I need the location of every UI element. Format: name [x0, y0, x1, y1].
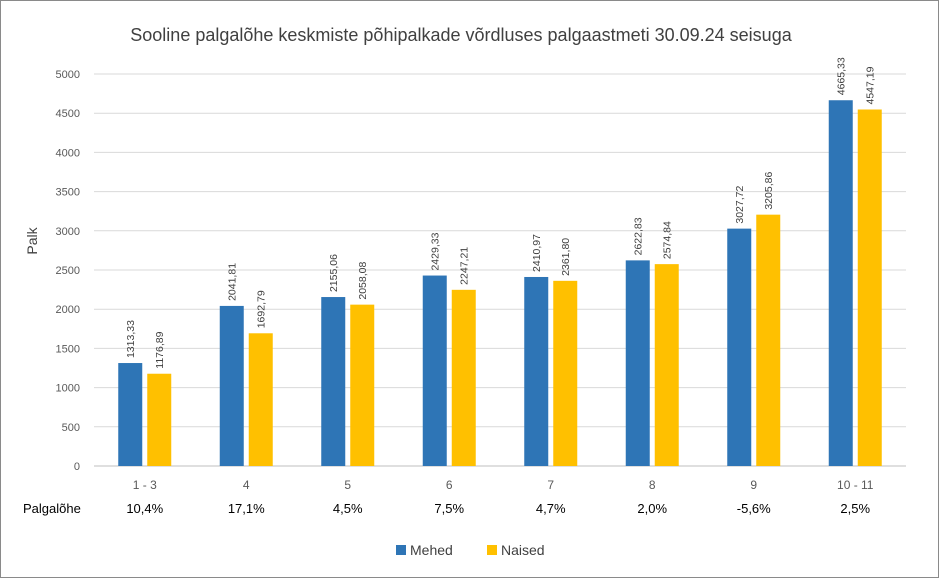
bar-mehed — [219, 305, 244, 466]
bar-value-label: 2058,08 — [357, 262, 369, 300]
bar-value-labels: 1313,33 1176,89 2041,81 1692,79 2155,06 2058,… — [125, 57, 877, 369]
bar-mehed — [118, 363, 143, 466]
gap-value: 10,4% — [126, 501, 163, 516]
x-tick-label: 6 — [446, 478, 453, 492]
x-tick-label: 4 — [243, 478, 250, 492]
bar-value-label: 2041,81 — [227, 263, 239, 301]
bar-naised — [756, 214, 781, 466]
y-tick-label: 500 — [62, 422, 80, 434]
x-tick-label: 8 — [649, 478, 656, 492]
legend-label-mehed: Mehed — [410, 542, 453, 558]
y-tick-label: 4000 — [56, 147, 80, 159]
gap-value: 4,7% — [536, 501, 566, 516]
y-tick-label: 4500 — [56, 108, 80, 120]
bar-mehed — [422, 275, 447, 466]
bar-value-label: 2429,33 — [430, 232, 442, 270]
gap-row-values: 10,4% 17,1% 4,5% 7,5% 4,7% 2,0% -5,6% 2,5% — [126, 501, 870, 516]
y-tick-label: 5000 — [56, 69, 80, 81]
bar-value-label: 4547,19 — [865, 66, 877, 104]
y-tick-label: 2500 — [56, 265, 80, 277]
x-tick-label: 7 — [547, 478, 554, 492]
bar-value-label: 3205,86 — [763, 172, 775, 210]
bar-naised — [857, 109, 882, 466]
bar-naised — [451, 289, 476, 466]
y-tick-label: 1000 — [56, 383, 80, 395]
bar-naised — [350, 304, 375, 466]
gap-value: 2,5% — [840, 501, 870, 516]
x-tick-labels: 1 - 3 4 5 6 7 8 9 10 - 11 — [133, 478, 874, 492]
bar-naised — [147, 373, 172, 466]
bar-value-label: 2410,97 — [531, 234, 543, 272]
y-tick-label: 0 — [74, 461, 80, 473]
bar-value-label: 2361,80 — [560, 238, 572, 276]
x-tick-label: 9 — [750, 478, 757, 492]
bar-naised — [248, 333, 273, 466]
bar-value-label: 1313,33 — [125, 320, 137, 358]
chart-title: Sooline palgalõhe keskmiste põhipalkade … — [130, 25, 792, 45]
y-tick-label: 1500 — [56, 343, 80, 355]
bar-mehed — [828, 100, 853, 466]
legend-swatch-naised — [487, 545, 497, 555]
gap-value: -5,6% — [737, 501, 771, 516]
bar-value-label: 2574,84 — [662, 221, 674, 259]
y-tick-labels: 0 500 1000 1500 2000 2500 3000 3500 4000 4500 5000 — [56, 69, 80, 473]
bar-value-label: 3027,72 — [734, 186, 746, 224]
gap-value: 2,0% — [637, 501, 667, 516]
bar-mehed — [321, 297, 346, 466]
bar-value-label: 1176,89 — [154, 331, 166, 368]
y-tick-label: 3000 — [56, 226, 80, 238]
y-tick-label: 3500 — [56, 187, 80, 199]
bars — [118, 100, 882, 466]
y-tick-label: 2000 — [56, 304, 80, 316]
gap-value: 17,1% — [228, 501, 265, 516]
bar-value-label: 1692,79 — [256, 290, 268, 328]
legend: Mehed Naised — [396, 542, 545, 558]
bar-value-label: 4665,33 — [836, 57, 848, 95]
gridlines — [94, 73, 906, 467]
gap-row-label: Palgalõhe — [23, 501, 81, 516]
legend-swatch-mehed — [396, 545, 406, 555]
gap-value: 4,5% — [333, 501, 363, 516]
bar-value-label: 2622,83 — [633, 217, 645, 255]
x-tick-label: 10 - 11 — [837, 478, 874, 492]
bar-mehed — [727, 228, 752, 466]
legend-label-naised: Naised — [501, 542, 545, 558]
x-tick-label: 5 — [344, 478, 351, 492]
bar-mehed — [524, 276, 549, 466]
x-tick-label: 1 - 3 — [133, 478, 157, 492]
bar-value-label: 2155,06 — [328, 254, 340, 292]
bar-value-label: 2247,21 — [459, 247, 471, 285]
bar-naised — [654, 264, 679, 466]
gap-value: 7,5% — [434, 501, 464, 516]
bar-naised — [553, 280, 578, 466]
bar-mehed — [625, 260, 650, 466]
y-axis-label: Palk — [24, 226, 40, 254]
